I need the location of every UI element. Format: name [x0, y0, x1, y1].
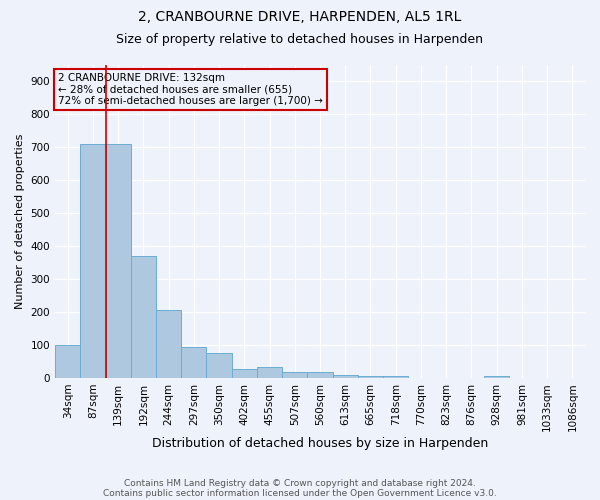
- Bar: [484, 376, 509, 378]
- Bar: [181, 346, 206, 378]
- Bar: [55, 345, 80, 378]
- Bar: [257, 368, 282, 378]
- Bar: [307, 372, 332, 378]
- Bar: [383, 376, 409, 378]
- Bar: [131, 256, 156, 378]
- X-axis label: Distribution of detached houses by size in Harpenden: Distribution of detached houses by size …: [152, 437, 488, 450]
- Bar: [358, 376, 383, 378]
- Text: Size of property relative to detached houses in Harpenden: Size of property relative to detached ho…: [116, 32, 484, 46]
- Bar: [206, 354, 232, 378]
- Bar: [106, 144, 131, 378]
- Bar: [156, 310, 181, 378]
- Text: 2 CRANBOURNE DRIVE: 132sqm
← 28% of detached houses are smaller (655)
72% of sem: 2 CRANBOURNE DRIVE: 132sqm ← 28% of deta…: [58, 73, 323, 106]
- Bar: [232, 368, 257, 378]
- Bar: [80, 144, 106, 378]
- Bar: [332, 374, 358, 378]
- Text: Contains public sector information licensed under the Open Government Licence v3: Contains public sector information licen…: [103, 488, 497, 498]
- Bar: [282, 372, 307, 378]
- Text: 2, CRANBOURNE DRIVE, HARPENDEN, AL5 1RL: 2, CRANBOURNE DRIVE, HARPENDEN, AL5 1RL: [139, 10, 461, 24]
- Text: Contains HM Land Registry data © Crown copyright and database right 2024.: Contains HM Land Registry data © Crown c…: [124, 478, 476, 488]
- Y-axis label: Number of detached properties: Number of detached properties: [15, 134, 25, 309]
